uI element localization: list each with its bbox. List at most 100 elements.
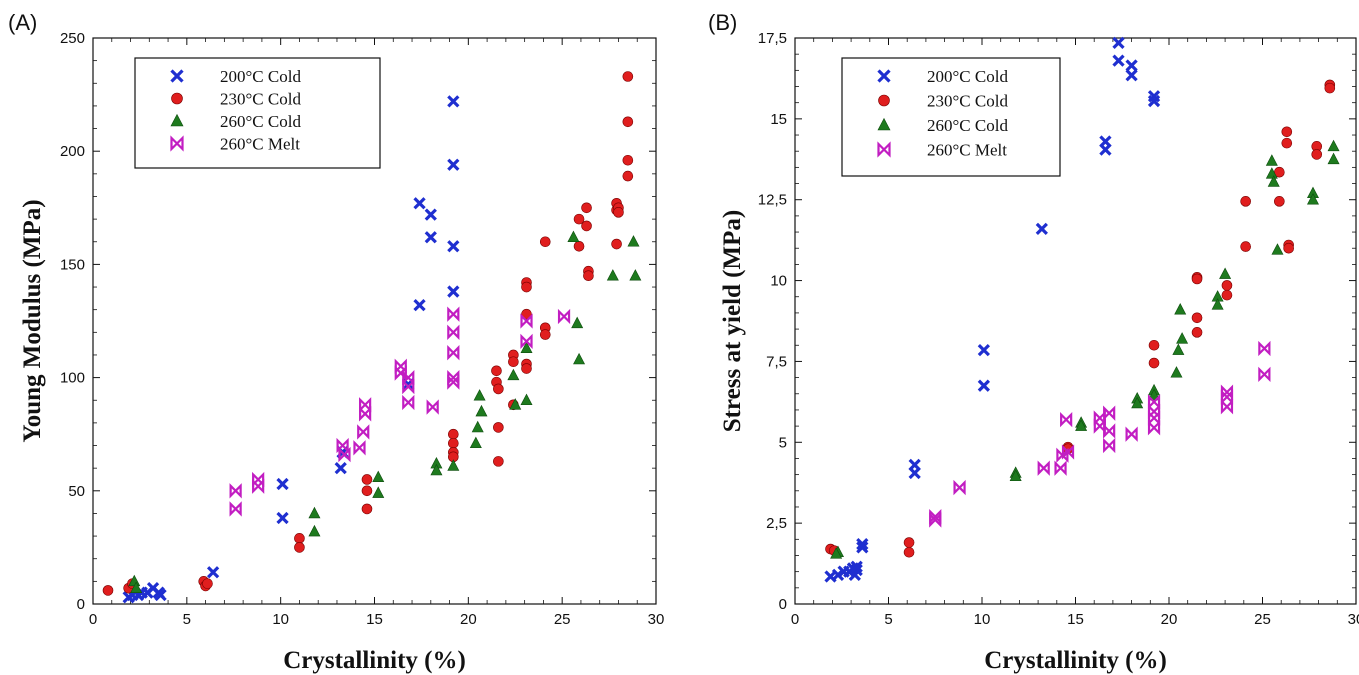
legend-marker [170,135,184,152]
data-point [557,308,571,325]
data-point [1176,332,1189,344]
data-point [977,343,991,357]
data-point [929,512,942,528]
data-point [567,230,580,243]
data-point [850,560,863,573]
data-point [338,446,351,463]
y-tick: 5 [779,377,1356,451]
data-point [469,436,482,449]
data-point [252,471,265,488]
data-point [627,235,640,247]
series-circle [102,71,634,596]
data-point [573,240,585,252]
data-point [856,541,869,554]
data-point [507,368,520,381]
data-point [276,511,289,525]
x-tick-label: 10 [974,611,991,628]
data-point [1147,394,1161,410]
data-point [394,358,407,374]
data-point [953,479,966,496]
y-tick: 10 [770,215,1356,290]
data-point [447,374,460,390]
legend-marker [877,117,891,131]
data-point [1054,460,1067,476]
x-tick: 25 [554,38,638,628]
data-point [402,379,415,395]
data-point [229,483,242,499]
data-point [850,563,863,577]
data-point [1283,242,1294,254]
data-point [521,308,532,320]
x-tick-label: 20 [1161,611,1178,628]
panel-a-letter: (A) [8,10,38,35]
series-triangle [128,230,642,593]
data-point [130,581,143,593]
x-tick-label: 10 [272,611,289,628]
data-point [1125,59,1138,72]
legend: 200°C Cold 230°C Cold 260°C Cold 260°C Melt [841,57,1061,177]
data-point [413,299,426,312]
x-tick-label: 20 [460,611,477,628]
data-point [1311,149,1323,160]
x-axis-title: Crystallinity (%) [984,647,1167,674]
legend-marker [877,69,891,83]
data-point [447,158,460,171]
data-point [447,324,460,340]
data-point [1274,196,1285,207]
data-point [1148,388,1161,401]
series-x [122,95,460,604]
data-point [1324,82,1336,94]
data-point [1327,139,1340,152]
series-circle [825,79,1336,558]
chart-panel-b: 0 5 10 15 20 25 30 0 2,5 5 7,5 10 12,5 15 17,5 Crystall… [719,30,1359,674]
data-point [606,269,619,281]
data-point [1191,312,1203,324]
data-point [473,389,486,401]
data-point [1147,410,1161,426]
data-point [1131,396,1144,409]
data-point [1147,94,1161,108]
data-point [581,202,592,214]
legend-label: 230°C Cold [220,90,301,109]
data-point [361,503,373,515]
data-point [1265,167,1278,179]
data-point [1056,447,1069,463]
legend-label: 260°C Melt [220,135,300,154]
data-point [447,285,460,298]
x-tick-label: 25 [1254,611,1271,628]
y-tick: 100 [60,286,656,387]
y-tick-label: 50 [68,483,85,500]
data-point [448,428,459,440]
y-tick-label: 0 [77,596,85,613]
y-tick: 150 [60,173,656,273]
data-point [206,566,220,579]
y-axis-title: Stress at yield (MPa) [719,210,746,432]
data-point [1125,426,1138,442]
data-point [308,524,321,537]
data-point [336,437,349,454]
data-point [1099,143,1112,156]
data-point [1221,280,1233,291]
data-point [1148,357,1160,369]
data-point [359,397,372,413]
data-point [334,462,347,475]
data-point [611,238,622,250]
data-point [424,208,437,221]
data-point [1112,36,1125,49]
y-tick-label: 15 [770,111,787,128]
data-point [1037,460,1050,476]
data-point [622,116,634,128]
panel-b-letter: (B) [708,10,738,35]
x-tick: 20 [1161,38,1245,628]
x-tick-label: 25 [554,611,571,628]
y-tick: 200 [60,60,656,160]
data-point [622,71,634,82]
data-point [520,393,533,406]
data-point [294,533,305,544]
data-point [539,329,551,340]
legend-marker [877,141,891,158]
data-point [583,270,594,282]
data-point [353,440,366,456]
data-point [1267,175,1280,187]
data-point [1240,241,1251,252]
